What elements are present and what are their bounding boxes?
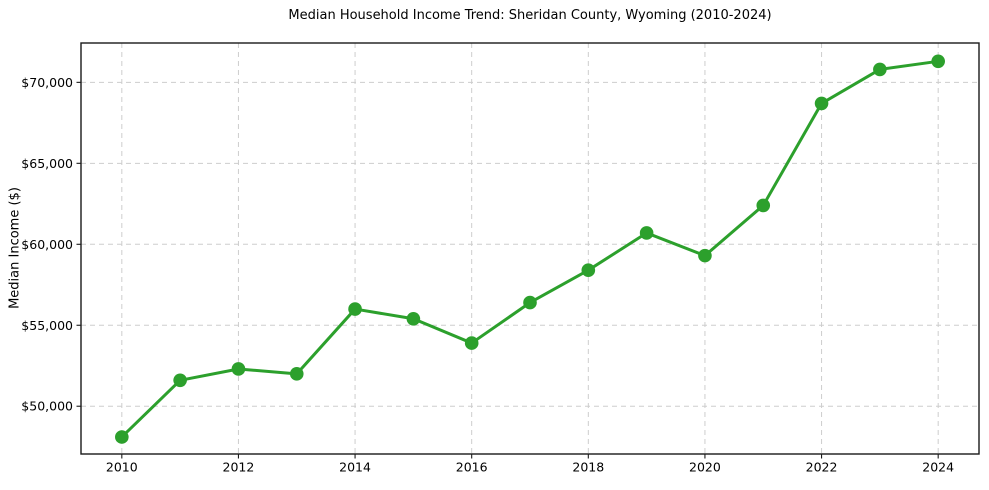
data-point-2011 [173,373,187,388]
x-tick-label: 2018 [572,460,604,475]
x-tick-label: 2014 [339,460,371,475]
x-tick-label: 2020 [689,460,721,475]
data-point-2021 [756,198,771,213]
data-point-2012 [231,362,246,376]
data-point-2015 [406,311,421,326]
x-tick-label: 2024 [922,460,954,475]
data-point-2017 [523,295,537,310]
y-tick-label: $55,000 [21,318,73,333]
y-tick-label: $70,000 [21,75,73,90]
data-point-2013 [289,367,304,381]
data-point-2022 [814,96,829,111]
x-tick-label: 2022 [806,460,838,475]
data-point-2016 [464,336,479,350]
chart-title: Median Household Income Trend: Sheridan … [288,8,772,23]
x-tick-label: 2010 [106,460,138,475]
data-point-2023 [873,62,887,77]
data-point-2020 [698,248,712,263]
data-point-2019 [639,226,654,240]
y-tick-label: $65,000 [21,156,73,171]
plot-border [80,42,980,455]
data-point-2018 [581,263,596,277]
y-tick-label: $50,000 [21,399,73,414]
x-tick-label: 2016 [456,460,488,475]
x-tick-label: 2012 [223,460,255,475]
data-point-2014 [348,302,362,316]
y-tick-label: $60,000 [21,237,73,252]
data-point-2010 [115,430,129,444]
trend-line [120,59,940,439]
data-point-2024 [931,54,945,69]
